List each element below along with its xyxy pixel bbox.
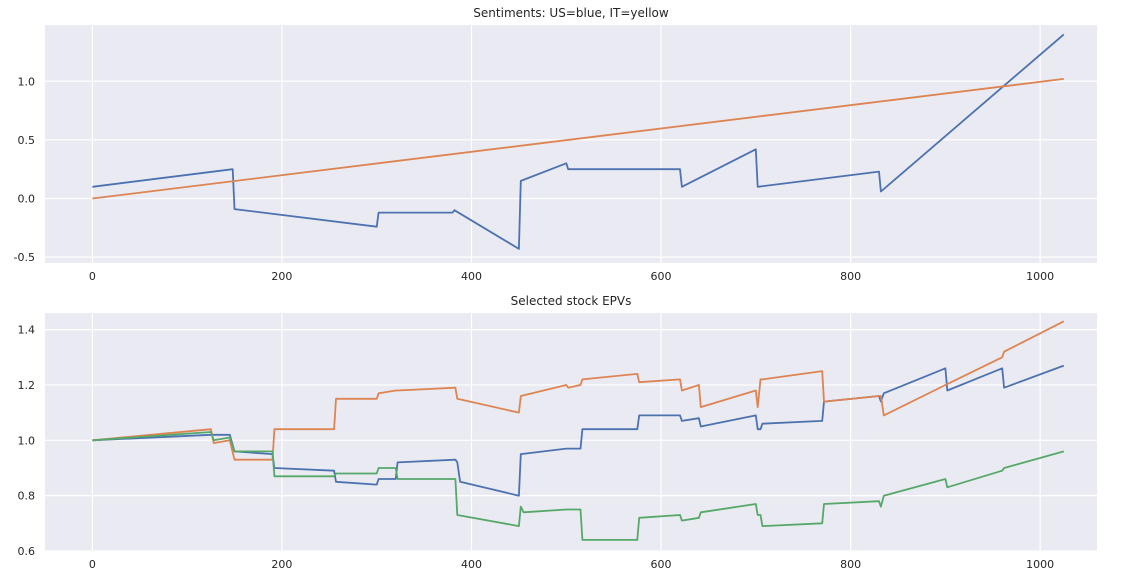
- x-tick-labels: 0 200 400 600 800 1000: [89, 270, 1054, 283]
- y-tick-label: 0.0: [18, 193, 36, 206]
- x-tick-labels: 0 200 400 600 800 1000: [89, 558, 1054, 571]
- x-tick-label: 1000: [1026, 270, 1054, 283]
- x-tick-label: 200: [271, 558, 292, 571]
- x-tick-label: 0: [89, 558, 96, 571]
- y-tick-label: 0.8: [18, 490, 36, 503]
- y-tick-label: 1.0: [18, 434, 36, 447]
- y-tick-labels: 0.6 0.8 1.0 1.2 1.4: [18, 324, 36, 558]
- y-tick-label: 1.2: [18, 379, 36, 392]
- x-tick-label: 600: [651, 270, 672, 283]
- plot-area: [45, 25, 1097, 263]
- y-tick-labels: -0.5 0.0 0.5 1.0: [14, 75, 35, 264]
- x-tick-label: 1000: [1026, 558, 1054, 571]
- x-tick-label: 400: [461, 270, 482, 283]
- y-tick-label: 0.5: [18, 134, 36, 147]
- sentiments-chart: -0.5 0.0 0.5 1.0 0 200 400 600 800 1000 Sentimen…: [14, 6, 1097, 283]
- y-tick-label: 1.0: [18, 75, 36, 88]
- x-tick-label: 0: [89, 270, 96, 283]
- x-tick-label: 800: [840, 558, 861, 571]
- stock-epv-chart: 0.6 0.8 1.0 1.2 1.4 0 200 400 600 800 1000 Select…: [18, 294, 1098, 571]
- x-tick-label: 600: [651, 558, 672, 571]
- y-tick-label: 0.6: [18, 545, 36, 558]
- y-tick-label: -0.5: [14, 251, 35, 264]
- chart-title: Selected stock EPVs: [511, 294, 632, 308]
- chart-title: Sentiments: US=blue, IT=yellow: [473, 6, 669, 20]
- y-tick-label: 1.4: [18, 324, 36, 337]
- x-tick-label: 200: [271, 270, 292, 283]
- x-tick-label: 800: [840, 270, 861, 283]
- x-tick-label: 400: [461, 558, 482, 571]
